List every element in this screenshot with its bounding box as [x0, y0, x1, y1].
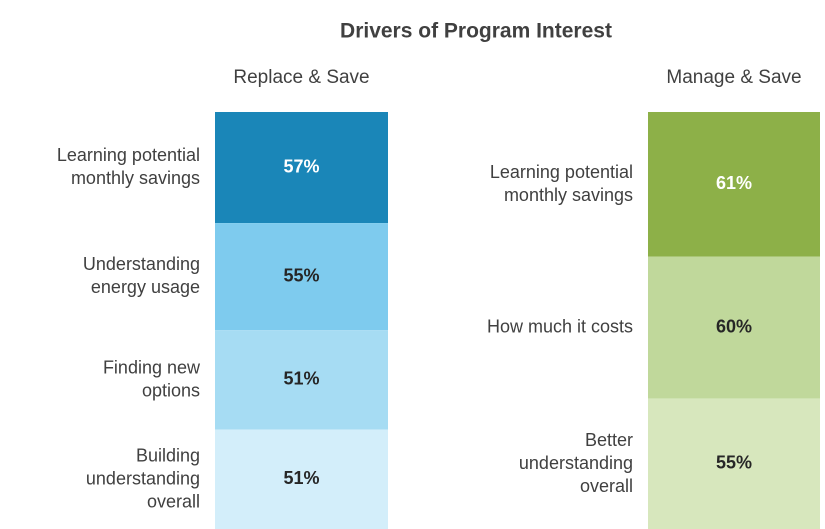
- value-label: 51%: [283, 369, 319, 389]
- column-title: Manage & Save: [666, 67, 801, 88]
- value-label: 57%: [283, 156, 319, 176]
- value-label: 51%: [283, 468, 319, 488]
- value-label: 60%: [716, 316, 752, 336]
- segment: [215, 223, 388, 331]
- category-label: Building understanding overall: [86, 445, 200, 511]
- segment: [215, 330, 388, 430]
- value-label: 55%: [283, 265, 319, 285]
- segment: [648, 398, 820, 529]
- category-label: Learning potential monthly savings: [57, 145, 200, 188]
- category-label: Better understanding overall: [519, 430, 633, 496]
- category-label: Learning potential monthly savings: [490, 162, 633, 205]
- value-label: 55%: [716, 453, 752, 473]
- value-label: 61%: [716, 173, 752, 193]
- category-label: Finding new options: [103, 357, 201, 400]
- segment: [648, 112, 820, 257]
- chart-title: Drivers of Program Interest: [340, 20, 612, 43]
- category-label: Understanding energy usage: [83, 254, 200, 297]
- category-label: How much it costs: [487, 316, 633, 336]
- segment: [648, 256, 820, 399]
- column-title: Replace & Save: [233, 67, 369, 88]
- segment: [215, 429, 388, 529]
- segment: [215, 112, 388, 224]
